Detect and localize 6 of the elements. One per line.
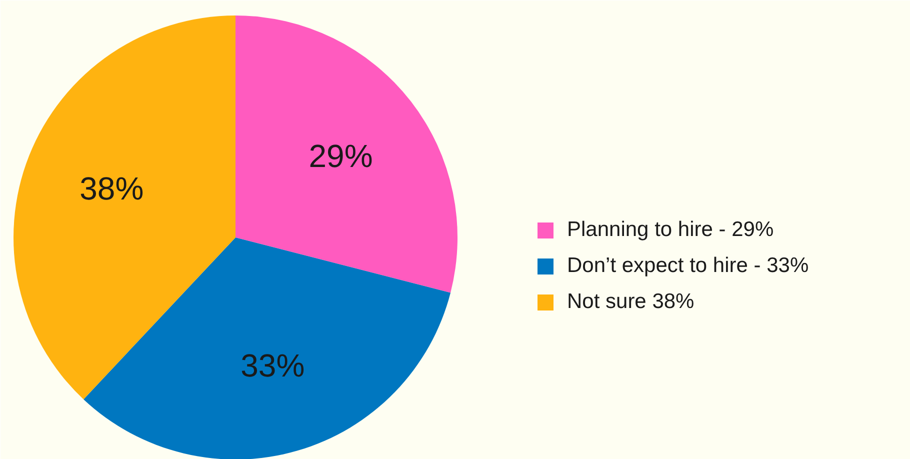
data-label: 33%: [240, 347, 305, 384]
legend-label: Don’t expect to hire - 33%: [567, 254, 809, 278]
data-label: 29%: [308, 138, 373, 174]
data-label: 38%: [80, 170, 144, 206]
legend-label: Planning to hire - 29%: [567, 218, 774, 242]
legend-label: Not sure 38%: [567, 290, 694, 314]
